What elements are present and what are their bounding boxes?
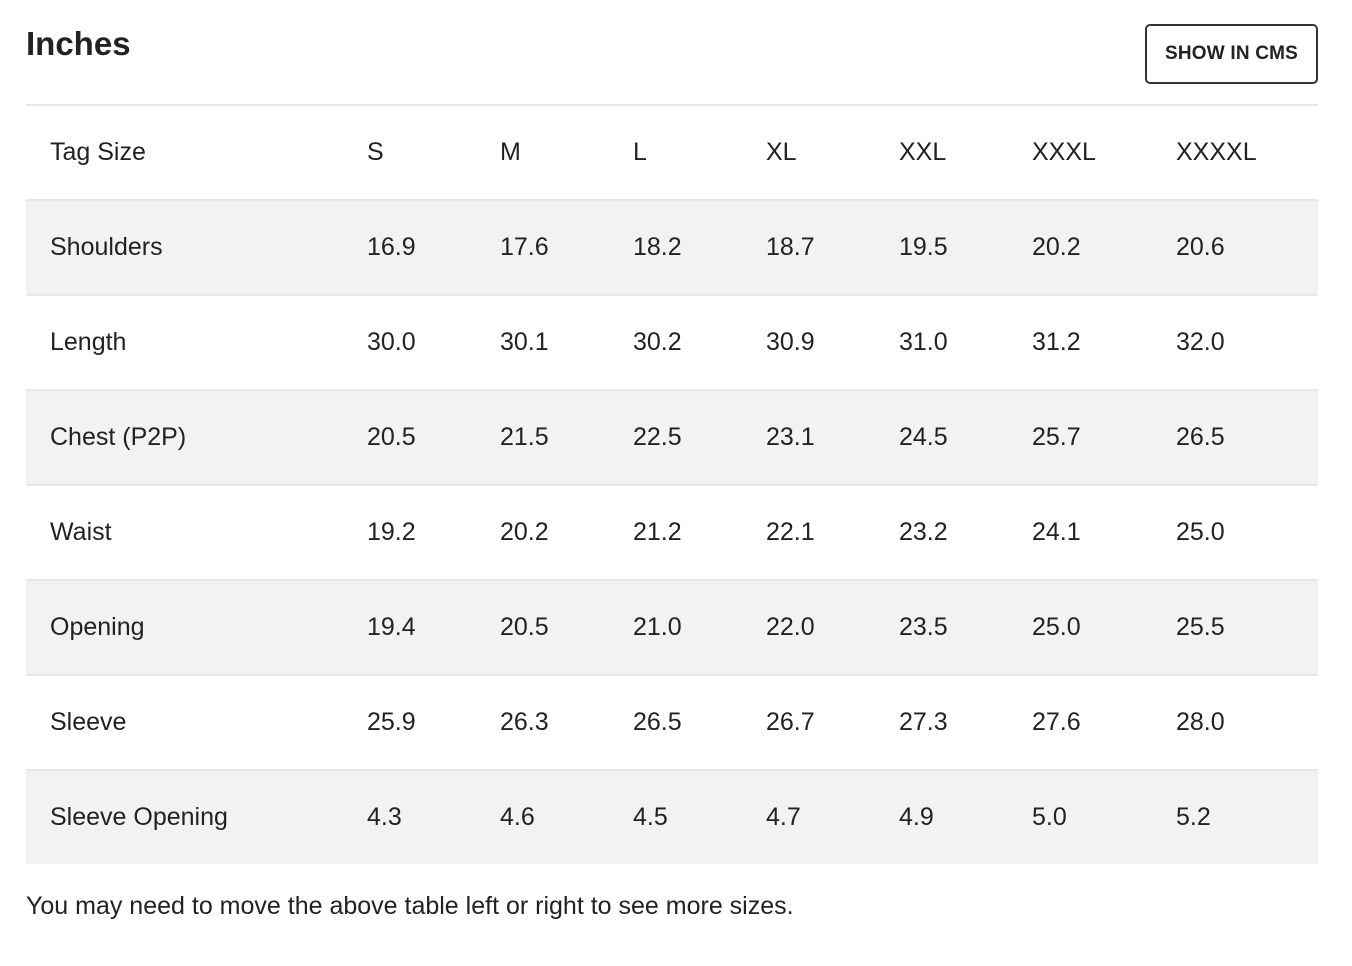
table-cell: 26.7: [766, 708, 815, 736]
table-cell: 22.0: [766, 613, 815, 641]
size-chart-header: Inches SHOW IN CMS: [26, 0, 1318, 104]
table-cell: 21.5: [500, 423, 549, 451]
table-cell: 5.0: [1032, 803, 1067, 831]
table-cell: 19.2: [367, 518, 416, 546]
row-label: Chest (P2P): [50, 423, 187, 451]
table-cell: 20.5: [500, 613, 549, 641]
table-cell: 25.0: [1032, 613, 1081, 641]
table-cell: 30.1: [500, 328, 549, 356]
table-cell: 30.2: [633, 328, 682, 356]
table-cell: 25.0: [1176, 518, 1225, 546]
table-cell: 4.9: [899, 803, 934, 831]
table-cell: 25.9: [367, 708, 416, 736]
table-cell: 17.6: [500, 233, 549, 261]
table-cell: 20.5: [367, 423, 416, 451]
table-row-chest: Chest (P2P) 20.5 21.5 22.5 23.1 24.5 25.…: [26, 390, 1318, 485]
table-header-row: Tag Size S M L XL XXL XXXL XXXXL: [26, 105, 1318, 200]
table-row-sleeve: Sleeve 25.9 26.3 26.5 26.7 27.3 27.6 28.…: [26, 675, 1318, 770]
table-cell: 26.5: [633, 708, 682, 736]
table-cell: 27.3: [899, 708, 948, 736]
table-cell: 26.5: [1176, 423, 1225, 451]
size-chart-table: Tag Size S M L XL XXL XXXL XXXXL Shoulde…: [26, 104, 1318, 864]
table-cell: 20.2: [1032, 233, 1081, 261]
row-label: Sleeve Opening: [50, 803, 228, 831]
row-label: Sleeve: [50, 708, 127, 736]
table-cell: 4.3: [367, 803, 402, 831]
table-cell: 4.7: [766, 803, 801, 831]
table-cell: 20.6: [1176, 233, 1225, 261]
column-header-xxxl: XXXL: [1032, 138, 1096, 166]
show-in-cms-button[interactable]: SHOW IN CMS: [1145, 24, 1318, 84]
row-label: Opening: [50, 613, 145, 641]
table-cell: 22.1: [766, 518, 815, 546]
table-row-waist: Waist 19.2 20.2 21.2 22.1 23.2 24.1 25.0: [26, 485, 1318, 580]
table-row-sleeve-opening: Sleeve Opening 4.3 4.6 4.5 4.7 4.9 5.0 5…: [26, 770, 1318, 864]
table-cell: 21.0: [633, 613, 682, 641]
table-row-shoulders: Shoulders 16.9 17.6 18.2 18.7 19.5 20.2 …: [26, 200, 1318, 295]
table-cell: 19.5: [899, 233, 948, 261]
column-header-xxxxl: XXXXL: [1176, 138, 1257, 166]
table-cell: 25.5: [1176, 613, 1225, 641]
table-row-opening: Opening 19.4 20.5 21.0 22.0 23.5 25.0 25…: [26, 580, 1318, 675]
row-label: Waist: [50, 518, 112, 546]
table-cell: 4.5: [633, 803, 668, 831]
table-cell: 22.5: [633, 423, 682, 451]
table-cell: 24.5: [899, 423, 948, 451]
table-cell: 4.6: [500, 803, 535, 831]
column-header-s: S: [367, 138, 384, 166]
column-header-l: L: [633, 138, 647, 166]
table-cell: 19.4: [367, 613, 416, 641]
table-cell: 32.0: [1176, 328, 1225, 356]
page-title: Inches: [26, 25, 131, 62]
table-cell: 27.6: [1032, 708, 1081, 736]
table-body: Shoulders 16.9 17.6 18.2 18.7 19.5 20.2 …: [26, 200, 1318, 864]
table-cell: 23.2: [899, 518, 948, 546]
column-header-xxl: XXL: [899, 138, 947, 166]
row-label: Length: [50, 328, 127, 356]
table-cell: 18.2: [633, 233, 682, 261]
table-cell: 26.3: [500, 708, 549, 736]
table-cell: 16.9: [367, 233, 416, 261]
table-cell: 28.0: [1176, 708, 1225, 736]
table-cell: 31.2: [1032, 328, 1081, 356]
table-header: Tag Size S M L XL XXL XXXL XXXXL: [26, 105, 1318, 200]
row-label: Shoulders: [50, 233, 163, 261]
scroll-hint-text: You may need to move the above table lef…: [26, 892, 794, 920]
table-cell: 5.2: [1176, 803, 1211, 831]
table-cell: 18.7: [766, 233, 815, 261]
table-cell: 31.0: [899, 328, 948, 356]
table-cell: 30.9: [766, 328, 815, 356]
table-cell: 23.5: [899, 613, 948, 641]
table-cell: 23.1: [766, 423, 815, 451]
table-cell: 25.7: [1032, 423, 1081, 451]
table-row-length: Length 30.0 30.1 30.2 30.9 31.0 31.2 32.…: [26, 295, 1318, 390]
column-header-m: M: [500, 138, 521, 166]
column-header-xl: XL: [766, 138, 797, 166]
table-cell: 21.2: [633, 518, 682, 546]
table-cell: 20.2: [500, 518, 549, 546]
column-header-tag-size: Tag Size: [50, 138, 146, 166]
table-cell: 24.1: [1032, 518, 1081, 546]
table-cell: 30.0: [367, 328, 416, 356]
